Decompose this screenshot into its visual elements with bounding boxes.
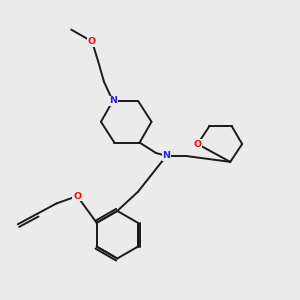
Text: N: N bbox=[162, 152, 170, 160]
Text: O: O bbox=[73, 192, 81, 201]
Text: N: N bbox=[109, 97, 117, 106]
Text: O: O bbox=[88, 37, 96, 46]
Text: O: O bbox=[194, 140, 202, 148]
